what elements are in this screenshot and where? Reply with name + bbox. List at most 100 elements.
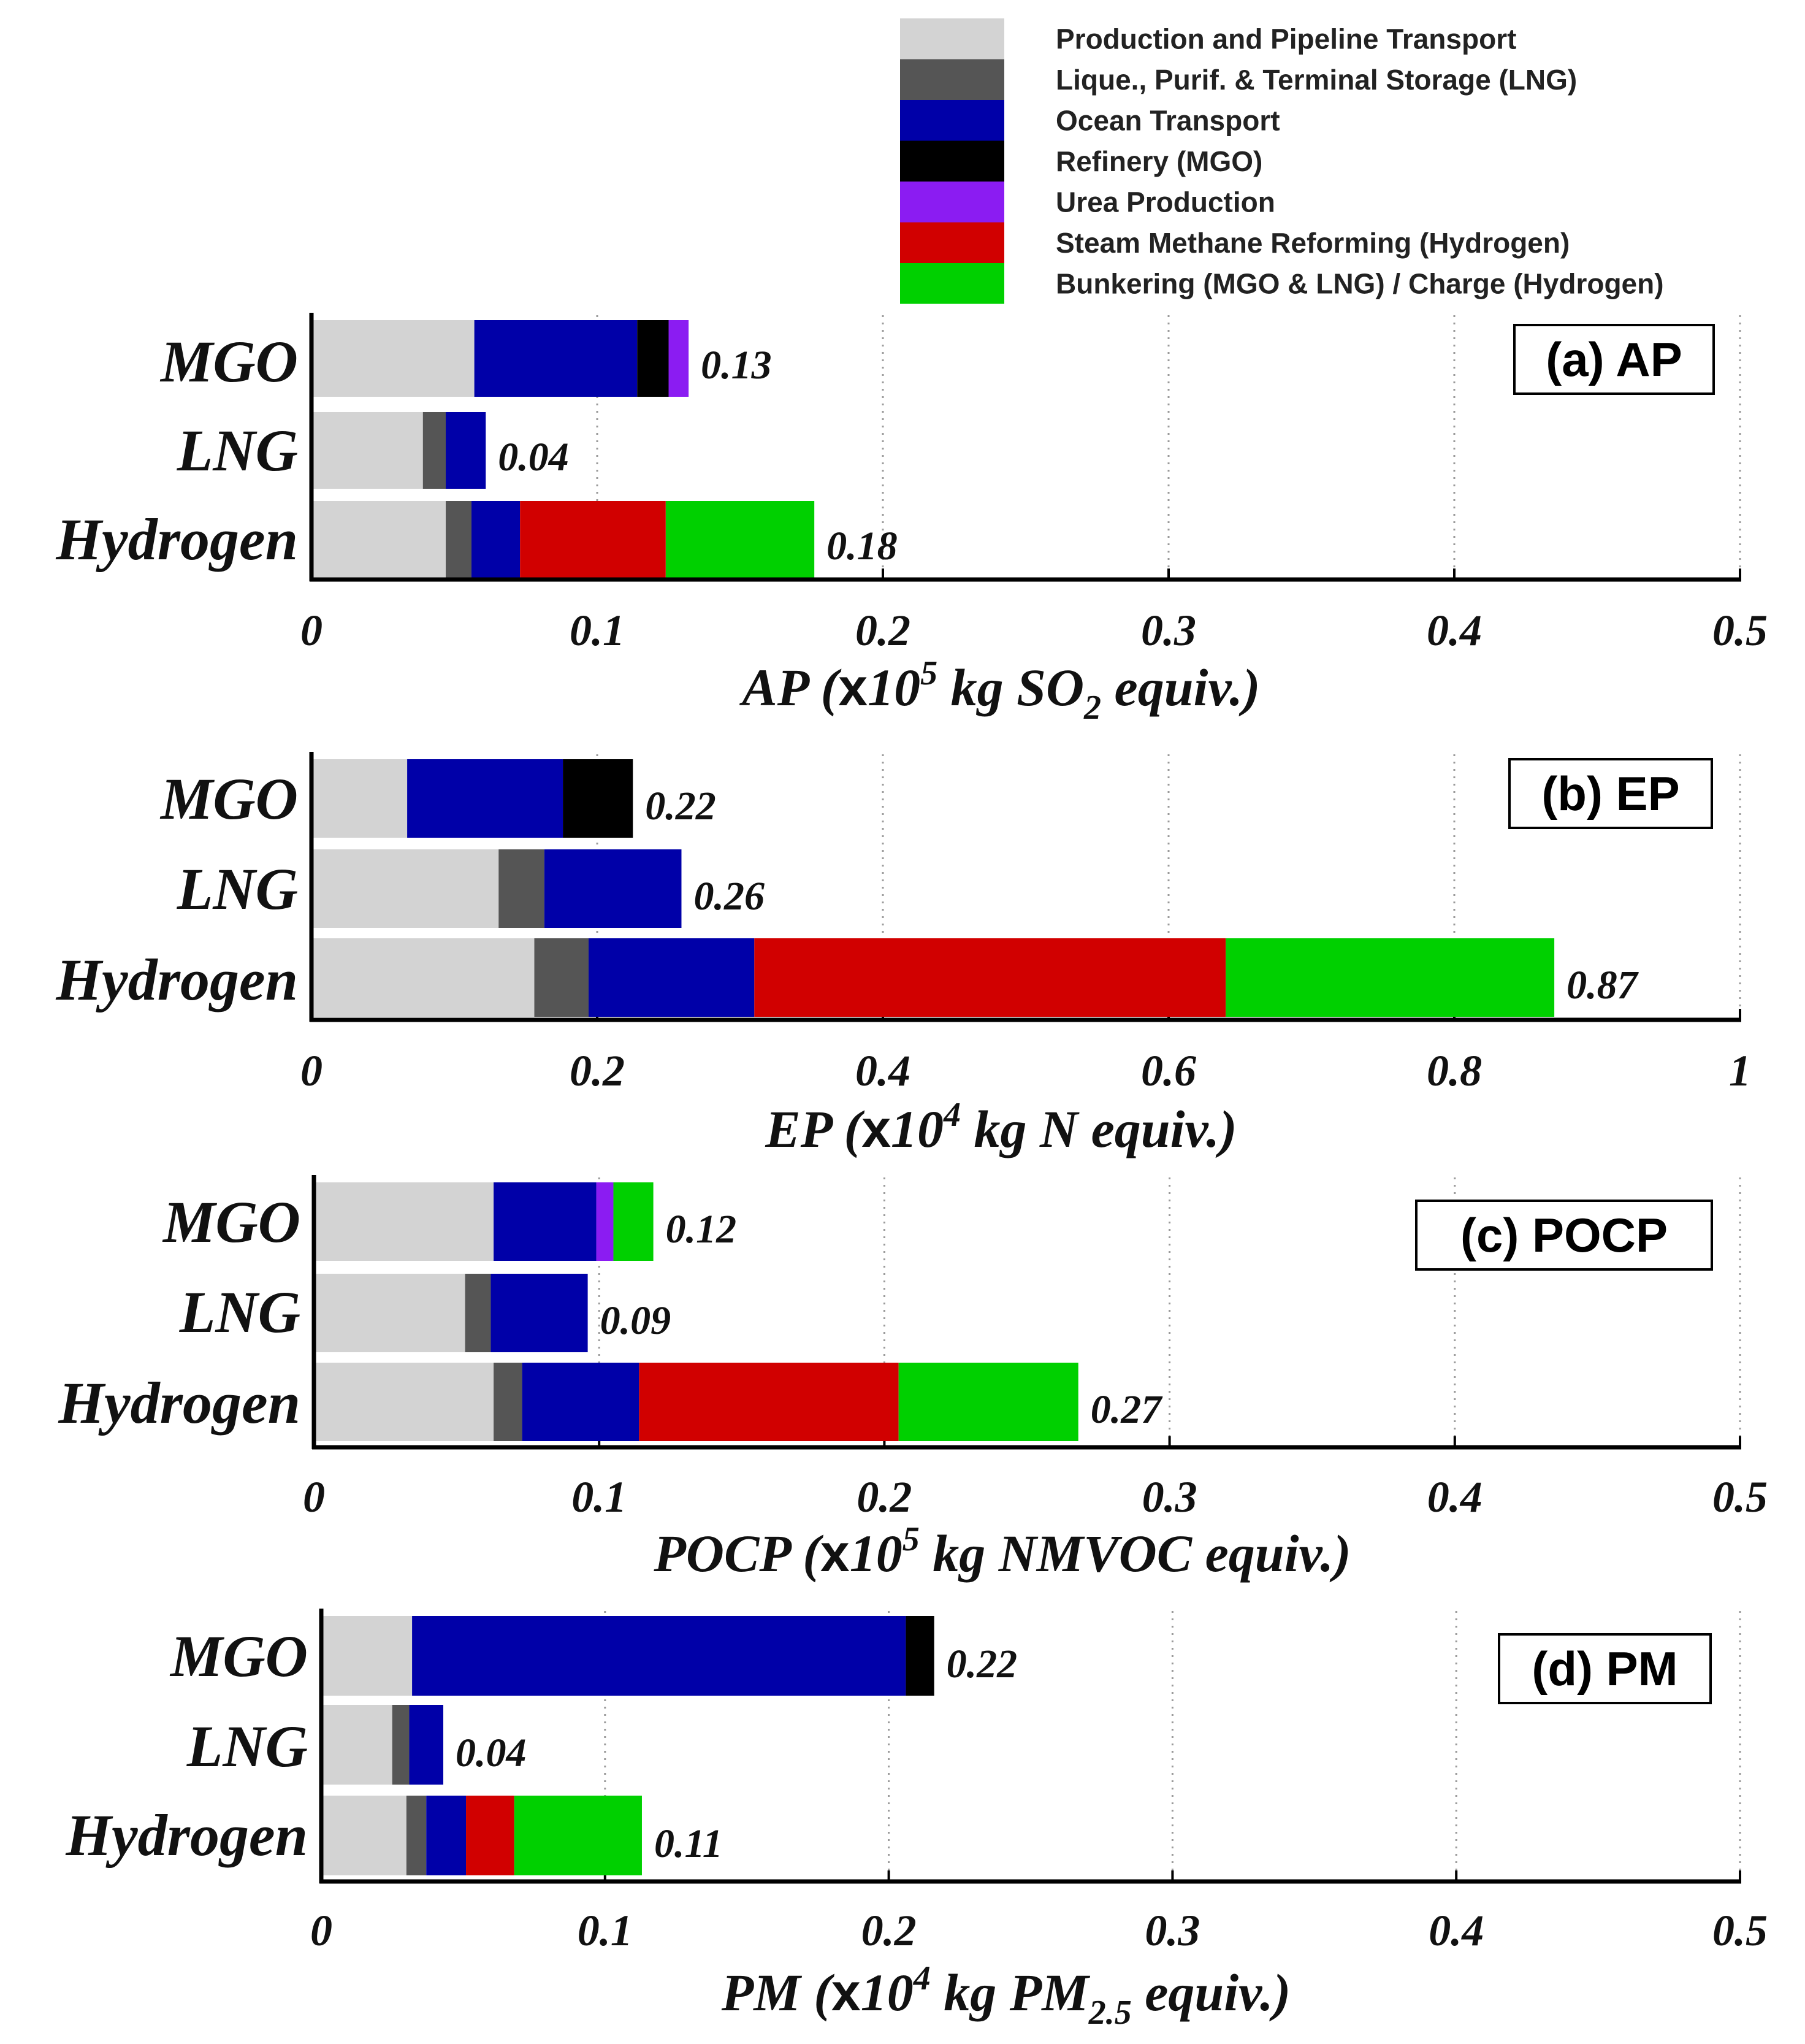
panel-tag-box-ep bbox=[1508, 758, 1713, 829]
panel-tag-pocp: (c) POCP bbox=[1460, 1208, 1668, 1262]
x-axis-title-pm: PM (x104 kg PM2.5 equiv.) bbox=[721, 1959, 1291, 2032]
tick-label-ap-4: 0.4 bbox=[1427, 606, 1482, 655]
legend-label-prod: Production and Pipeline Transport bbox=[1056, 23, 1516, 55]
tick-label-pm-3: 0.3 bbox=[1145, 1906, 1200, 1955]
legend-swatch-prod bbox=[900, 18, 1004, 59]
tick-label-ep-3: 0.6 bbox=[1141, 1046, 1196, 1095]
total-label-ap-hydrogen: 0.18 bbox=[826, 524, 898, 568]
bar-pocp-hydrogen-lique bbox=[494, 1363, 522, 1441]
bar-ep-hydrogen-bunker bbox=[1226, 938, 1555, 1017]
bar-pocp-mgo-prod bbox=[314, 1182, 494, 1261]
legend-swatch-smr bbox=[900, 222, 1004, 263]
bar-ap-hydrogen-bunker bbox=[665, 501, 815, 578]
x-axis-title-pocp: POCP (x105 kg NMVOC equiv.) bbox=[653, 1520, 1351, 1583]
bar-pm-hydrogen-bunker bbox=[514, 1796, 642, 1875]
category-label-ap-lng: LNG bbox=[177, 418, 298, 483]
legend-swatch-urea bbox=[900, 182, 1004, 223]
tick-label-ap-3: 0.3 bbox=[1141, 606, 1196, 655]
bar-ep-hydrogen-lique bbox=[534, 938, 589, 1017]
bar-ep-mgo-ocean bbox=[407, 759, 563, 838]
tick-label-pocp-3: 0.3 bbox=[1142, 1472, 1197, 1522]
panel-pm: 0 0.1 0.2 0.3 0.4 0.5 0.22 MGO 0.04 LNG 0.11 Hydrog… bbox=[65, 1609, 1768, 2032]
tick-label-ap-5: 0.5 bbox=[1712, 606, 1768, 655]
tick-label-ep-2: 0.4 bbox=[855, 1046, 910, 1095]
bar-ap-lng-lique bbox=[422, 412, 446, 489]
panel-ep: 0 0.2 0.4 0.6 0.8 1 0.22 MGO 0.26 LNG 0.87 Hydrogen… bbox=[55, 752, 1751, 1158]
legend-label-smr: Steam Methane Reforming (Hydrogen) bbox=[1056, 227, 1570, 259]
bar-pm-hydrogen-lique bbox=[406, 1796, 427, 1875]
bar-ap-mgo-refinery bbox=[637, 320, 669, 397]
panel-tag-ep: (b) EP bbox=[1541, 767, 1679, 821]
tick-label-pm-2: 0.2 bbox=[861, 1906, 917, 1955]
legend-label-urea: Urea Production bbox=[1056, 186, 1275, 218]
bar-pocp-hydrogen-bunker bbox=[898, 1363, 1078, 1441]
bar-pm-mgo-ocean bbox=[412, 1616, 906, 1696]
category-label-pm-mgo: MGO bbox=[169, 1623, 308, 1689]
bar-ep-mgo-prod bbox=[311, 759, 408, 838]
bar-ap-lng-prod bbox=[311, 412, 423, 489]
panel-ap: 0 0.1 0.2 0.3 0.4 0.5 0.13 MGO 0.04 LNG 0.18 Hydrog… bbox=[55, 313, 1768, 727]
legend-swatch-bunker bbox=[900, 263, 1004, 304]
category-label-ap-mgo: MGO bbox=[159, 329, 298, 394]
total-label-pocp-mgo: 0.12 bbox=[666, 1207, 737, 1252]
chart-panels: 0 0.1 0.2 0.3 0.4 0.5 0.13 MGO 0.04 LNG 0.18 Hydrog… bbox=[55, 313, 1768, 2032]
bar-pocp-lng-prod bbox=[314, 1274, 465, 1352]
category-label-ap-hydrogen: Hydrogen bbox=[55, 507, 298, 572]
tick-label-pm-5: 0.5 bbox=[1712, 1906, 1768, 1955]
category-label-pocp-hydrogen: Hydrogen bbox=[58, 1370, 300, 1436]
panel-tag-pm: (d) PM bbox=[1532, 1642, 1677, 1696]
total-label-ep-lng: 0.26 bbox=[693, 874, 765, 919]
bar-ap-hydrogen-ocean bbox=[471, 501, 521, 578]
panel-tag-ap: (a) AP bbox=[1546, 332, 1682, 386]
category-label-pm-lng: LNG bbox=[186, 1713, 308, 1779]
bar-pm-lng-prod bbox=[321, 1705, 392, 1785]
legend-label-ocean: Ocean Transport bbox=[1056, 104, 1280, 136]
total-label-pm-hydrogen: 0.11 bbox=[654, 1821, 723, 1866]
tick-label-ep-0: 0 bbox=[300, 1046, 322, 1095]
bar-ep-lng-prod bbox=[311, 849, 499, 928]
category-label-ep-lng: LNG bbox=[177, 856, 298, 922]
category-label-pocp-lng: LNG bbox=[179, 1279, 300, 1345]
panel-tag-box-ap bbox=[1513, 324, 1715, 395]
bar-ep-lng-ocean bbox=[544, 849, 682, 928]
bar-ap-hydrogen-smr bbox=[520, 501, 666, 578]
bar-ep-hydrogen-smr bbox=[754, 938, 1226, 1017]
total-label-ap-lng: 0.04 bbox=[498, 435, 569, 480]
total-label-pocp-hydrogen: 0.27 bbox=[1091, 1387, 1164, 1432]
bar-ep-hydrogen-ocean bbox=[589, 938, 755, 1017]
bar-ep-lng-lique bbox=[498, 849, 544, 928]
tick-label-pocp-4: 0.4 bbox=[1427, 1472, 1483, 1522]
tick-label-pm-1: 0.1 bbox=[578, 1906, 633, 1955]
tick-label-pocp-2: 0.2 bbox=[857, 1472, 912, 1522]
total-label-ap-mgo: 0.13 bbox=[701, 343, 772, 388]
tick-label-pm-0: 0 bbox=[310, 1906, 332, 1955]
total-label-ep-hydrogen: 0.87 bbox=[1566, 963, 1639, 1008]
legend-label-bunker: Bunkering (MGO & LNG) / Charge (Hydrogen… bbox=[1056, 267, 1664, 299]
tick-label-ep-4: 0.8 bbox=[1427, 1046, 1482, 1095]
bar-pm-lng-ocean bbox=[409, 1705, 444, 1785]
category-label-ep-mgo: MGO bbox=[159, 766, 298, 832]
tick-label-pocp-0: 0 bbox=[303, 1472, 325, 1522]
legend-label-lique: Lique., Purif. & Terminal Storage (LNG) bbox=[1056, 64, 1577, 96]
bar-ap-mgo-urea bbox=[668, 320, 689, 397]
bar-pm-hydrogen-prod bbox=[321, 1796, 406, 1875]
tick-label-ap-0: 0 bbox=[300, 606, 322, 655]
tick-label-pocp-1: 0.1 bbox=[571, 1472, 627, 1522]
x-axis-title-ep: EP (x104 kg N equiv.) bbox=[765, 1096, 1237, 1158]
category-label-ep-hydrogen: Hydrogen bbox=[55, 947, 298, 1012]
bar-pocp-hydrogen-smr bbox=[639, 1363, 899, 1441]
tick-label-ep-1: 0.2 bbox=[570, 1046, 625, 1095]
bar-pm-mgo-refinery bbox=[906, 1616, 934, 1696]
bar-ep-hydrogen-prod bbox=[311, 938, 535, 1017]
bar-pocp-hydrogen-ocean bbox=[522, 1363, 639, 1441]
bar-pm-mgo-prod bbox=[321, 1616, 413, 1696]
legend: Production and Pipeline Transport Lique.,… bbox=[900, 18, 1664, 304]
panel-tag-box-pm bbox=[1498, 1633, 1712, 1704]
bar-pm-hydrogen-smr bbox=[466, 1796, 514, 1875]
panel-tag-box-pocp bbox=[1415, 1200, 1713, 1271]
legend-swatch-refinery bbox=[900, 140, 1004, 182]
bar-pocp-hydrogen-prod bbox=[314, 1363, 494, 1441]
bar-ap-hydrogen-prod bbox=[311, 501, 446, 578]
legend-swatch-lique bbox=[900, 59, 1004, 100]
